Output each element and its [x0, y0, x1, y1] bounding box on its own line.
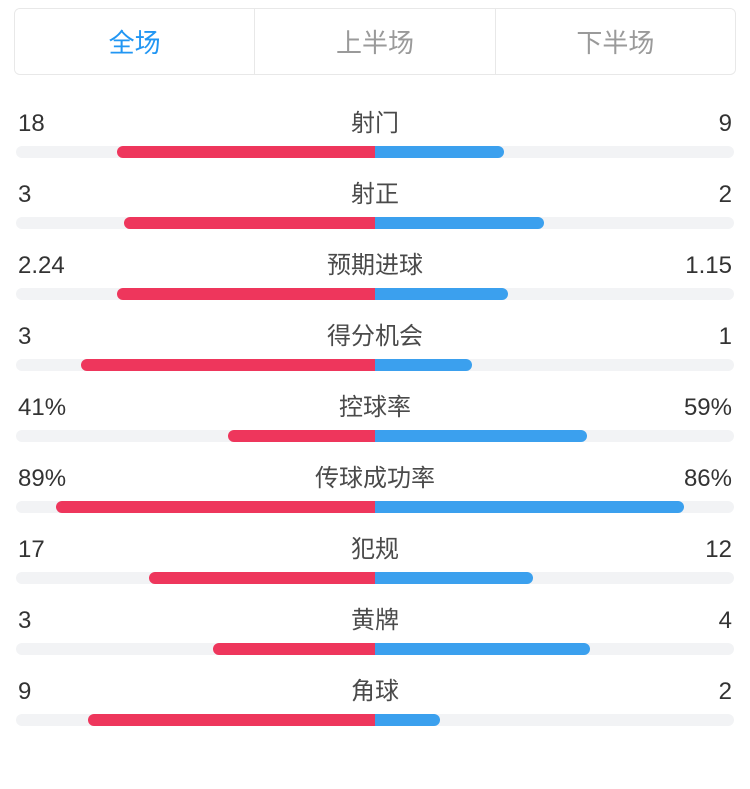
stat-bar-right-half — [375, 217, 734, 229]
stat-bar — [16, 217, 734, 229]
stat-header: 17 犯规 12 — [16, 519, 734, 572]
stat-bar — [16, 572, 734, 584]
stat-header: 41% 控球率 59% — [16, 377, 734, 430]
stat-value-right: 2 — [682, 181, 732, 209]
stat-bar — [16, 643, 734, 655]
stat-bar-right-half — [375, 714, 734, 726]
stat-bar-left-half — [16, 572, 375, 584]
stat-bar — [16, 146, 734, 158]
stat-header: 2.24 预期进球 1.15 — [16, 235, 734, 288]
stats-list: 18 射门 9 3 射正 2 2.24 预期进球 1.15 3 得分机会 1 41% 控球率 59% 89% 传… — [0, 93, 750, 752]
stat-bar-left-half — [16, 643, 375, 655]
stat-bar-left-half — [16, 501, 375, 513]
stat-bar — [16, 359, 734, 371]
stat-value-right: 12 — [682, 536, 732, 564]
stat-bar-right-fill — [375, 217, 544, 229]
stat-value-left: 41% — [18, 394, 68, 422]
stat-bar-right-half — [375, 572, 734, 584]
stat-bar-right-fill — [375, 288, 508, 300]
stat-bar-right-fill — [375, 359, 472, 371]
stat-bar — [16, 714, 734, 726]
stat-row: 17 犯规 12 — [16, 519, 734, 584]
stat-bar-right-fill — [375, 501, 684, 513]
stat-bar-left-fill — [124, 217, 375, 229]
stat-label: 得分机会 — [327, 316, 423, 351]
stat-bar-left-half — [16, 146, 375, 158]
tab-second-half[interactable]: 下半场 — [495, 9, 735, 74]
stat-value-right: 59% — [682, 394, 732, 422]
stat-value-left: 18 — [18, 110, 68, 138]
stat-value-left: 17 — [18, 536, 68, 564]
stat-bar-right-half — [375, 501, 734, 513]
stat-label: 犯规 — [351, 529, 399, 564]
stat-label: 角球 — [351, 671, 399, 706]
stat-bar-left-half — [16, 714, 375, 726]
stat-row: 41% 控球率 59% — [16, 377, 734, 442]
stat-value-right: 2 — [682, 678, 732, 706]
stat-bar-left-half — [16, 359, 375, 371]
stat-bar-right-half — [375, 643, 734, 655]
stat-bar-left-fill — [56, 501, 376, 513]
stat-value-left: 3 — [18, 607, 68, 635]
stat-header: 3 射正 2 — [16, 164, 734, 217]
stat-value-left: 3 — [18, 181, 68, 209]
stat-bar-right-half — [375, 359, 734, 371]
stat-row: 18 射门 9 — [16, 93, 734, 158]
tab-first-half[interactable]: 上半场 — [254, 9, 494, 74]
stats-tabs: 全场 上半场 下半场 — [14, 8, 736, 75]
stat-value-left: 2.24 — [18, 252, 68, 280]
stat-label: 传球成功率 — [315, 458, 435, 493]
stat-value-left: 9 — [18, 678, 68, 706]
stat-bar-left-fill — [81, 359, 375, 371]
stat-value-left: 89% — [18, 465, 68, 493]
stat-value-right: 86% — [682, 465, 732, 493]
stat-label: 控球率 — [339, 387, 411, 422]
stat-value-right: 1 — [682, 323, 732, 351]
stat-value-right: 9 — [682, 110, 732, 138]
stat-bar — [16, 501, 734, 513]
stat-label: 预期进球 — [327, 245, 423, 280]
stat-bar-right-half — [375, 430, 734, 442]
stat-header: 18 射门 9 — [16, 93, 734, 146]
tab-full[interactable]: 全场 — [15, 9, 254, 74]
stat-row: 89% 传球成功率 86% — [16, 448, 734, 513]
stat-header: 9 角球 2 — [16, 661, 734, 714]
stat-value-right: 4 — [682, 607, 732, 635]
stat-bar-left-half — [16, 288, 375, 300]
stat-bar — [16, 288, 734, 300]
stat-bar-right-half — [375, 146, 734, 158]
stat-bar-right-half — [375, 288, 734, 300]
stat-header: 89% 传球成功率 86% — [16, 448, 734, 501]
stat-value-left: 3 — [18, 323, 68, 351]
stat-label: 射正 — [351, 174, 399, 209]
stat-bar-left-fill — [88, 714, 375, 726]
stat-bar-left-half — [16, 217, 375, 229]
stat-label: 黄牌 — [351, 600, 399, 635]
stat-bar-left-fill — [213, 643, 375, 655]
stat-bar-right-fill — [375, 643, 590, 655]
stat-row: 3 黄牌 4 — [16, 590, 734, 655]
stat-bar — [16, 430, 734, 442]
stat-bar-right-fill — [375, 714, 440, 726]
stat-bar-left-fill — [149, 572, 375, 584]
stat-bar-left-half — [16, 430, 375, 442]
stat-value-right: 1.15 — [682, 252, 732, 280]
stat-row: 9 角球 2 — [16, 661, 734, 726]
stat-label: 射门 — [351, 103, 399, 138]
stat-row: 3 得分机会 1 — [16, 306, 734, 371]
stat-bar-right-fill — [375, 146, 504, 158]
stat-row: 3 射正 2 — [16, 164, 734, 229]
stat-bar-left-fill — [117, 288, 375, 300]
stat-bar-left-fill — [117, 146, 375, 158]
stat-bar-right-fill — [375, 430, 587, 442]
stat-header: 3 得分机会 1 — [16, 306, 734, 359]
stat-bar-left-fill — [228, 430, 375, 442]
stat-row: 2.24 预期进球 1.15 — [16, 235, 734, 300]
stat-bar-right-fill — [375, 572, 533, 584]
stat-header: 3 黄牌 4 — [16, 590, 734, 643]
